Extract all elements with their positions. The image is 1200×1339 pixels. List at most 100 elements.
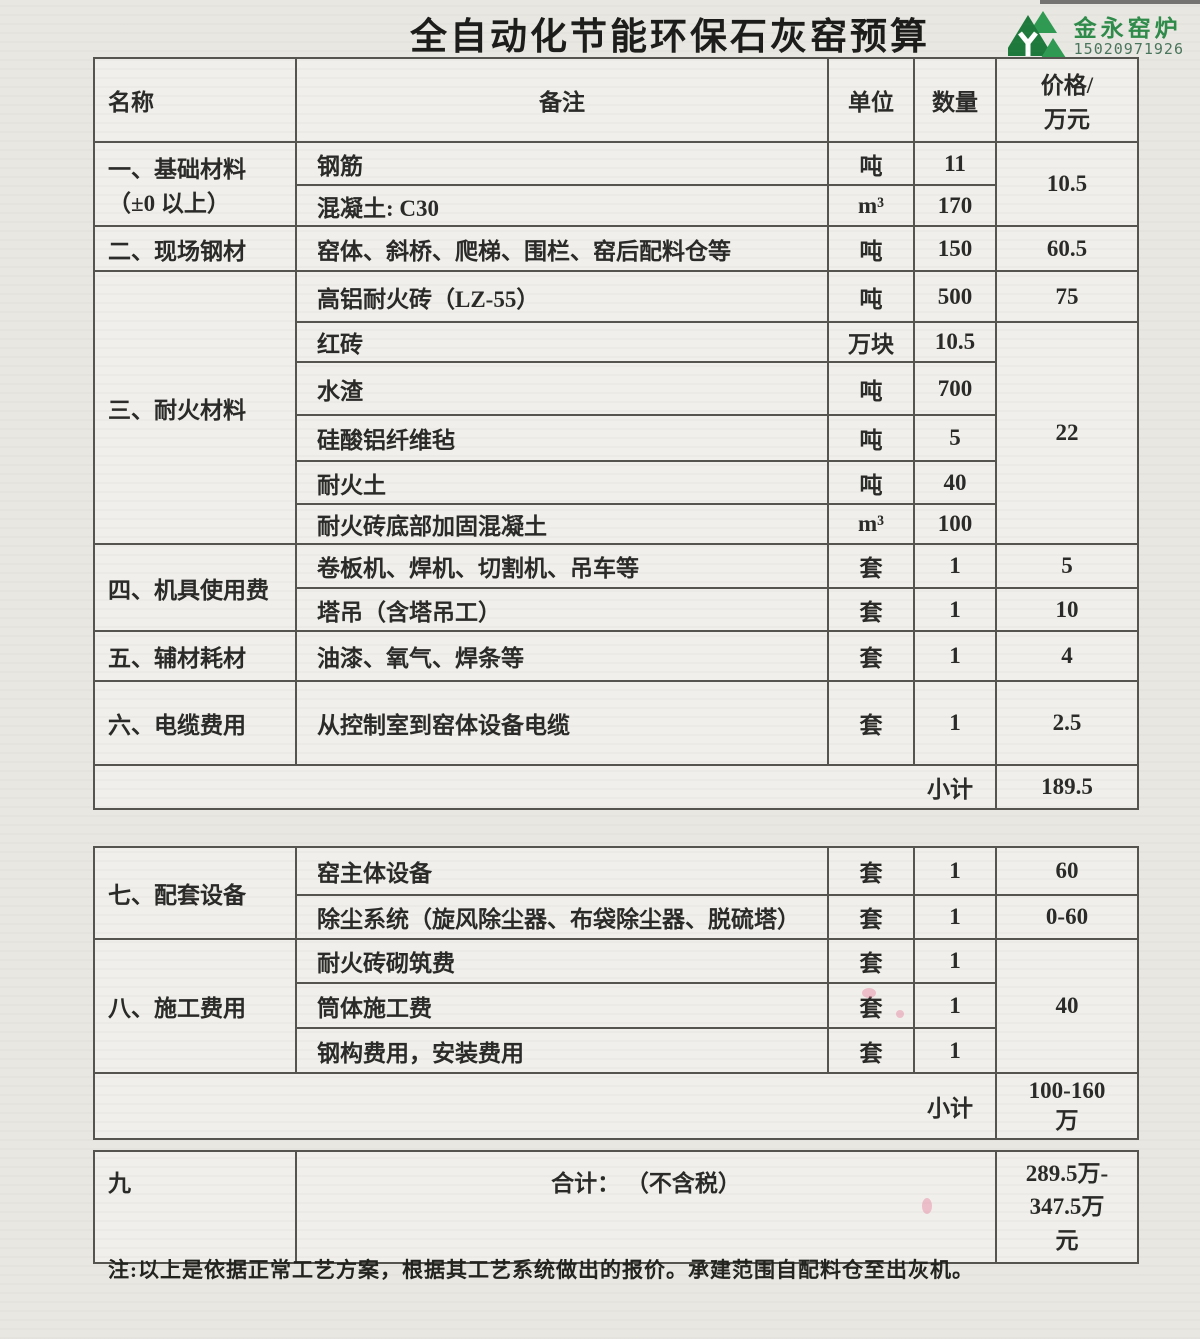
cell-remark: 钢构费用，安装费用: [295, 1027, 829, 1074]
subtotal-row: 小计 100-160 万: [93, 1072, 1139, 1140]
cell-unit: 套: [827, 846, 915, 896]
cell-unit: 套: [827, 680, 915, 766]
section1-name: 一、基础材料 （±0 以上）: [93, 141, 297, 227]
cell-qty: 1: [913, 543, 997, 589]
budget-table-main: 名称 备注 单位 数量 价格/ 万元 一、基础材料 （±0 以上） 钢筋 吨 1…: [93, 57, 1139, 810]
cell-qty: 700: [913, 361, 997, 416]
subtotal-value: 100-160 万: [995, 1072, 1139, 1140]
cell-qty: 100: [913, 503, 997, 545]
cell-remark: 耐火砖砌筑费: [295, 938, 829, 984]
table-row: 混凝土: C30 m³ 170: [94, 184, 1138, 227]
section4-name: 四、机具使用费: [93, 543, 297, 632]
cell-price: 0-60: [995, 894, 1139, 940]
cell-remark: 硅酸铝纤维毡: [295, 414, 829, 462]
table-row: 四、机具使用费 卷板机、焊机、切割机、吊车等 套 1 5: [93, 543, 1139, 632]
cell-qty: 11: [913, 141, 997, 186]
cell-remark: 混凝土: C30: [295, 184, 829, 227]
subtotal-label: 小计: [93, 764, 997, 810]
table-header-row: 名称 备注 单位 数量 价格/ 万元: [93, 57, 1139, 143]
subtotal-row: 小计 189.5: [93, 764, 1139, 810]
cell-remark: 红砖: [295, 321, 829, 363]
cell-price: 2.5: [995, 680, 1139, 766]
table-row: 除尘系统（旋风除尘器、布袋除尘器、脱硫塔） 套 1 0-60: [94, 894, 1139, 940]
cell-unit: 吨: [827, 141, 915, 186]
cell-remark: 耐火砖底部加固混凝土: [295, 503, 829, 545]
table-row: 三、耐火材料 高铝耐火砖（LZ-55） 吨 500 75: [93, 270, 1139, 545]
scan-edge-artifact: [1040, 0, 1200, 4]
section8-price: 40: [995, 938, 1139, 1074]
cell-remark: 卷板机、焊机、切割机、吊车等: [295, 543, 829, 589]
cell-unit: 套: [827, 543, 915, 589]
cell-qty: 1: [913, 1027, 997, 1074]
section2-name: 二、现场钢材: [93, 225, 297, 272]
cell-price: 60: [995, 846, 1139, 896]
total-row: 九 合计： （不含税） 289.5万- 347.5万 元: [93, 1150, 1139, 1264]
cell-unit: 套: [827, 1027, 915, 1074]
cell-unit: 套: [827, 938, 915, 984]
cell-remark: 耐火土: [295, 460, 829, 505]
table-row: 钢构费用，安装费用 套 1: [94, 1027, 1138, 1074]
cell-qty: 150: [913, 225, 997, 272]
cell-remark: 窑体、斜桥、爬梯、围栏、窑后配料仓等: [295, 225, 829, 272]
table-row: 塔吊（含塔吊工） 套 1 10: [94, 587, 1139, 632]
cell-unit: 套: [827, 630, 915, 682]
table-row: 水渣 吨 700: [94, 361, 1138, 416]
section9-name: 九: [93, 1150, 297, 1264]
logo-text-block: 金永窑炉 15020971926: [1074, 16, 1184, 58]
cell-unit: m³: [827, 503, 915, 545]
cell-qty: 500: [913, 270, 997, 323]
cell-remark: 高铝耐火砖（LZ-55）: [295, 270, 829, 323]
header-unit: 单位: [827, 57, 915, 143]
section6-name: 六、电缆费用: [93, 680, 297, 766]
cell-unit: 吨: [827, 270, 915, 323]
subtotal-label: 小计: [93, 1072, 997, 1140]
header-qty: 数量: [913, 57, 997, 143]
header-name: 名称: [93, 57, 297, 143]
subtotal-value: 189.5: [995, 764, 1139, 810]
header-remark: 备注: [295, 57, 829, 143]
cell-price: 60.5: [995, 225, 1139, 272]
total-price: 289.5万- 347.5万 元: [995, 1150, 1139, 1264]
table-row: 七、配套设备 窑主体设备 套 1 60: [93, 846, 1139, 940]
cell-qty: 1: [913, 938, 997, 984]
cell-qty: 10.5: [913, 321, 997, 363]
cell-qty: 1: [913, 587, 997, 632]
table-row: 筒体施工费 套 1: [94, 982, 1138, 1029]
mountain-triangles-icon: [1002, 10, 1066, 63]
cell-unit: 吨: [827, 460, 915, 505]
table-row: 二、现场钢材 窑体、斜桥、爬梯、围栏、窑后配料仓等 吨 150 60.5: [93, 225, 1139, 272]
cell-unit: 万块: [827, 321, 915, 363]
cell-unit: 套: [827, 982, 915, 1029]
cell-remark: 筒体施工费: [295, 982, 829, 1029]
company-phone: 15020971926: [1073, 39, 1184, 58]
cell-qty: 1: [913, 982, 997, 1029]
table-row: 耐火土 吨 40: [94, 460, 1138, 505]
table-row: 硅酸铝纤维毡 吨 5: [94, 414, 1138, 462]
table-row: 八、施工费用 耐火砖砌筑费 套 1 40: [93, 938, 1139, 1074]
total-label: 合计： （不含税）: [295, 1150, 997, 1264]
company-name: 金永窑炉: [1073, 15, 1182, 41]
footnote: 注:以上是依据正常工艺方案，根据其工艺系统做出的报价。承建范围自配料仓至出灰机。: [108, 1258, 974, 1282]
cell-qty: 1: [913, 630, 997, 682]
section1-price: 10.5: [995, 141, 1139, 227]
cell-unit: 套: [827, 894, 915, 940]
cell-unit: m³: [827, 184, 915, 227]
cell-qty: 170: [913, 184, 997, 227]
cell-price: 4: [995, 630, 1139, 682]
cell-qty: 1: [913, 846, 997, 896]
cell-remark: 钢筋: [295, 141, 829, 186]
company-logo: 金永窑炉 15020971926: [1002, 10, 1184, 63]
section8-name: 八、施工费用: [93, 938, 297, 1074]
cell-remark: 窑主体设备: [295, 846, 829, 896]
table-row: 耐火砖底部加固混凝土 m³ 100: [94, 503, 1138, 545]
cell-price: 5: [995, 543, 1139, 589]
cell-qty: 5: [913, 414, 997, 462]
table-row: 一、基础材料 （±0 以上） 钢筋 吨 11 10.5: [93, 141, 1139, 227]
cell-remark: 塔吊（含塔吊工）: [295, 587, 829, 632]
cell-remark: 油漆、氧气、焊条等: [295, 630, 829, 682]
header-price: 价格/ 万元: [995, 57, 1139, 143]
cell-unit: 套: [827, 587, 915, 632]
table-row: 红砖 万块 10.5 22: [94, 321, 1139, 545]
cell-remark: 除尘系统（旋风除尘器、布袋除尘器、脱硫塔）: [295, 894, 829, 940]
section5-name: 五、辅材耗材: [93, 630, 297, 682]
